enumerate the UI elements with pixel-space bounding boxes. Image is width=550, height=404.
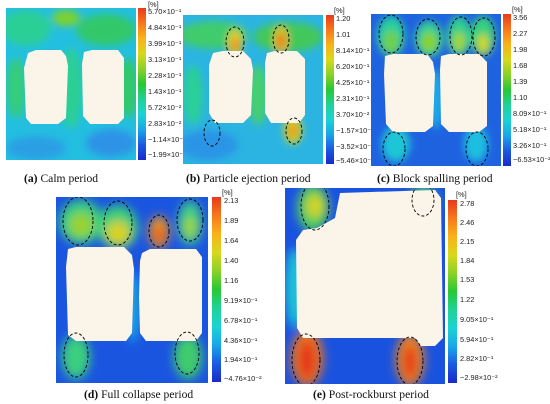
panel-e-unit: [%] [456,190,467,199]
panel-c-tick: 8.09×10⁻¹ [513,109,547,118]
panel-a-colorbar [138,8,146,160]
panel-d-caption: (d) Full collapse period [84,388,193,401]
panel-b-colorbar [326,15,334,164]
panel-c-caption-letter: (c) [377,172,390,185]
panel-b-tick: 2.31×10⁻¹ [336,94,370,103]
panel-a-unit: [%] [148,0,159,9]
panel-b-unit: [%] [334,6,345,15]
panel-c-caption: (c) Block spalling period [377,172,493,185]
panel-d-tick: 1.16 [224,276,239,285]
panel-e-tick: 2.78 [460,199,475,208]
panel-d-tick: 1.64 [224,236,239,245]
panel-c-tick: −6.53×10⁻² [513,155,550,164]
panel-a-tick: 3.99×10⁻¹ [148,39,182,48]
panel-b-tick: −1.57×10⁻¹ [336,126,374,135]
panel-b-caption-letter: (b) [186,172,201,185]
panel-d-tick: 2.13 [224,196,239,205]
panel-b-tick: 3.70×10⁻² [336,110,370,119]
panel-d-tick: 6.78×10⁻¹ [224,316,258,325]
panel-c-unit: [%] [512,5,523,14]
panel-d-tick: 9.19×10⁻¹ [224,296,258,305]
panel-a-tick: 5.72×10⁻² [148,103,182,112]
panel-d-unit: [%] [222,188,233,197]
panel-b-tick: −3.52×10⁻¹ [336,142,374,151]
panel-e-caption: (e) Post-rockburst period [313,388,429,401]
panel-c-caption-title: Block spalling period [392,172,493,185]
panel-c-tick: 2.27 [513,29,528,38]
panel-d-colorbar [212,197,221,382]
panel-e-tick: −2.98×10⁻² [460,373,498,382]
panel-d-tick: 1.40 [224,256,239,265]
panel-d-caption-title: Full collapse period [101,388,194,401]
panel-d-tick: −4.76×10⁻² [224,374,262,383]
panel-a-tick: −1.14×10⁻¹ [148,135,186,144]
panel-b-strain-map [183,15,323,164]
panel-e-tick: 1.53 [460,275,475,284]
panel-c-strain-map [371,14,501,166]
panel-c-tick: 1.68 [513,61,528,70]
panel-d-strain-map [56,197,208,383]
panel-d-tick: 4.36×10⁻¹ [224,336,258,345]
panel-d-tick: 1.89 [224,216,239,225]
panel-c-tick: 1.10 [513,93,528,102]
panel-a-tick: 1.43×10⁻¹ [148,87,182,96]
panel-c-tick: 3.26×10⁻¹ [513,141,547,150]
panel-a-tick: 5.70×10⁻¹ [148,7,182,16]
panel-c-tick: 3.56 [513,13,528,22]
panel-e-caption-title: Post-rockburst period [328,388,429,401]
panel-b-caption: (b) Particle ejection period [186,172,311,185]
panel-a-tick: 3.13×10⁻¹ [148,55,182,64]
panel-e-strain-map [285,188,445,384]
panel-b-tick: 1.20 [336,14,351,23]
panel-e-tick: 1.22 [460,295,475,304]
panel-c-tick: 1.98 [513,45,528,54]
panel-e-tick: 1.84 [460,256,475,265]
panel-a-caption: (a) Calm period [24,172,98,185]
panel-c-colorbar [503,14,511,166]
panel-b-caption-title: Particle ejection period [203,172,311,185]
panel-e-colorbar [448,200,457,383]
panel-a-tick: 4.84×10⁻¹ [148,23,182,32]
panel-d-caption-letter: (d) [84,388,99,401]
panel-e-tick: 9.05×10⁻¹ [460,315,494,324]
panel-a-caption-title: Calm period [40,172,99,185]
panel-e-tick: 5.94×10⁻¹ [460,335,494,344]
panel-b-tick: 8.14×10⁻¹ [336,46,370,55]
panel-a-tick: 2.28×10⁻¹ [148,71,182,80]
panel-e-tick: 2.46 [460,218,475,227]
panel-a-tick: −1.99×10⁻¹ [148,150,186,159]
panel-c-tick: 5.18×10⁻¹ [513,125,547,134]
panel-b-tick: 4.25×10⁻¹ [336,78,370,87]
panel-d-tick: 1.94×10⁻¹ [224,355,258,364]
panel-a-strain-map [6,8,136,160]
panel-a-caption-letter: (a) [24,172,38,185]
panel-e-tick: 2.15 [460,237,475,246]
panel-e-tick: 2.82×10⁻¹ [460,354,494,363]
panel-e-caption-letter: (e) [313,388,326,401]
panel-b-tick: −5.46×10⁻¹ [336,156,374,165]
panel-c-tick: 1.39 [513,77,528,86]
panel-b-tick: 6.20×10⁻¹ [336,62,370,71]
panel-b-tick: 1.01 [336,30,351,39]
panel-a-tick: 2.83×10⁻² [148,119,182,128]
